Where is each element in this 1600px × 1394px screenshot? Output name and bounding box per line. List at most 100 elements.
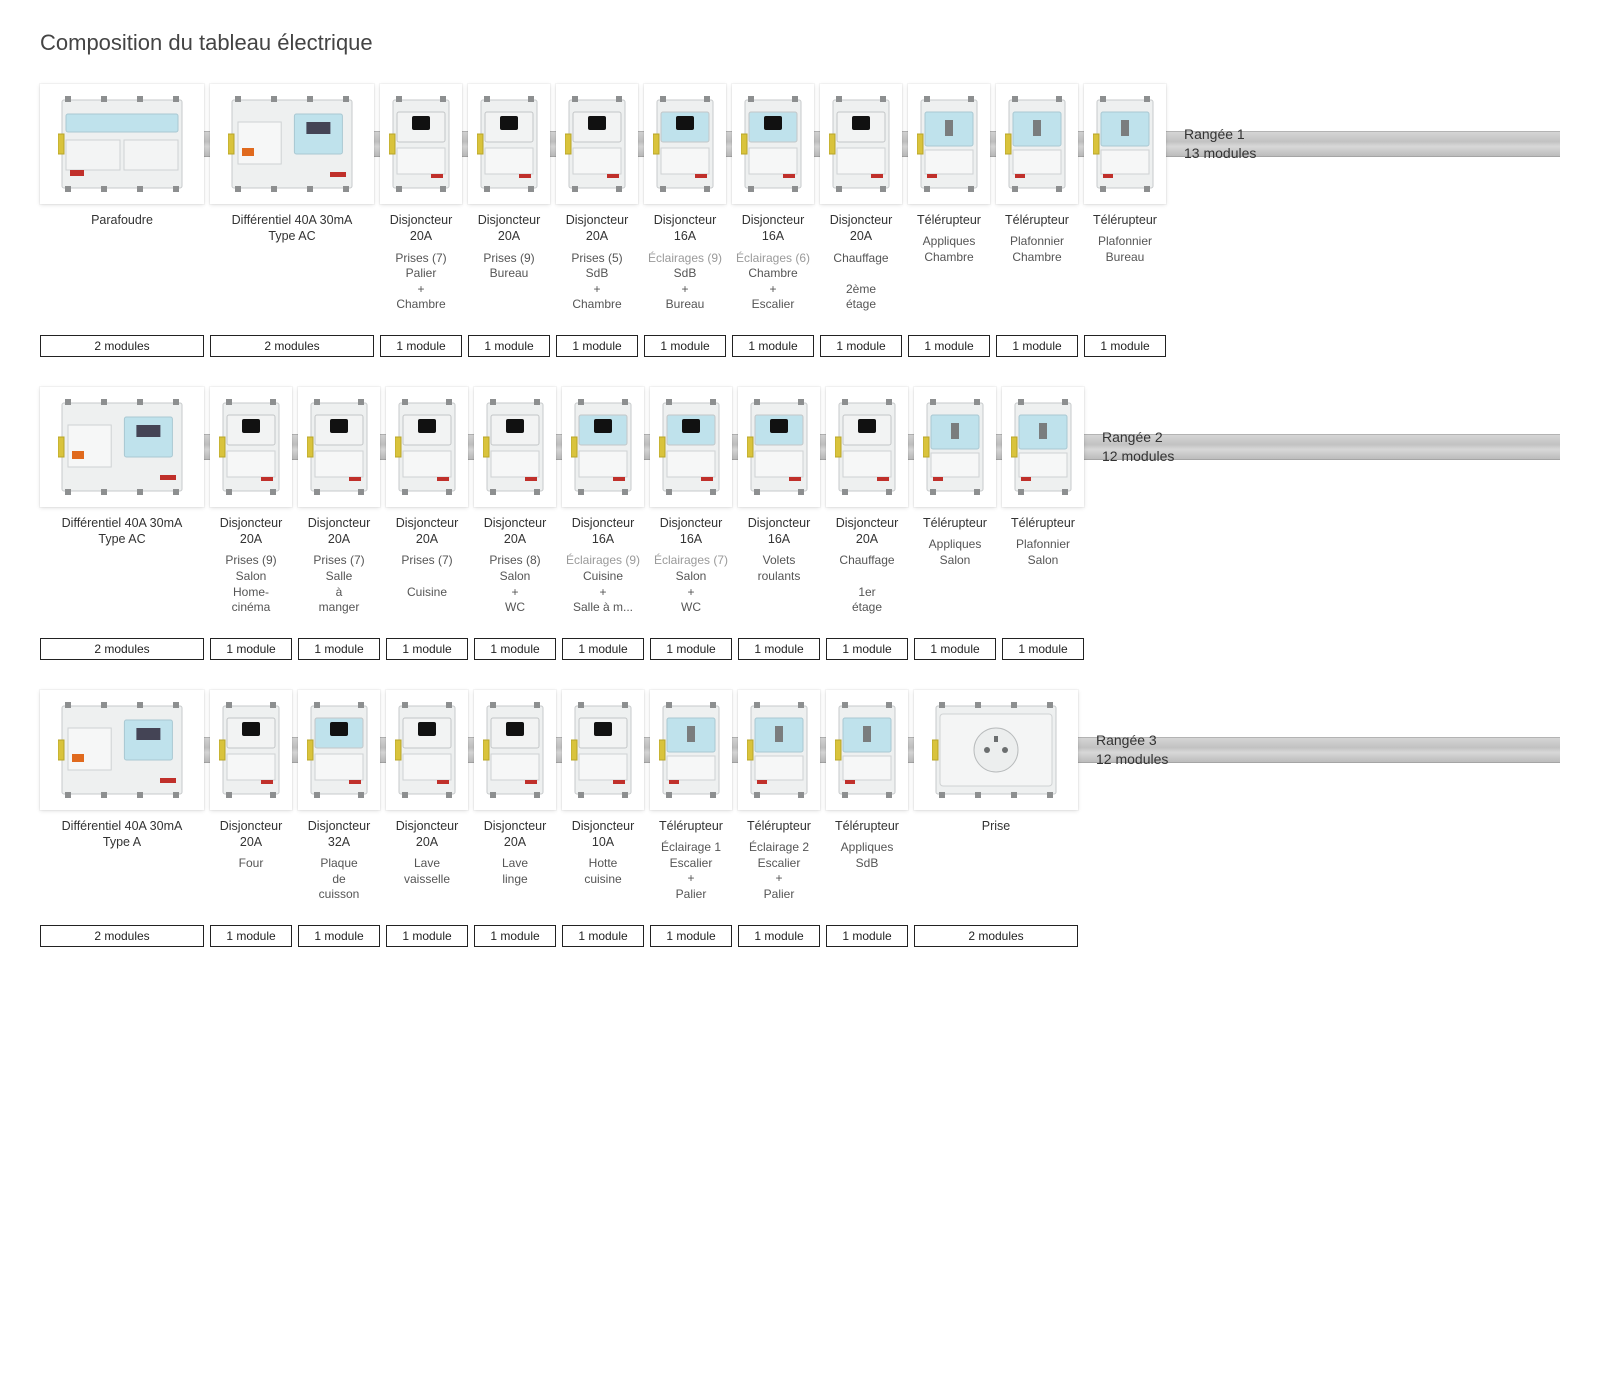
device-name: Disjoncteur20A — [826, 515, 908, 548]
device-sub: Éclairages (6)Chambre+Escalier — [732, 251, 814, 313]
module-size-box: 1 module — [386, 925, 468, 947]
device-sub: Chauffage 1erétage — [826, 553, 908, 615]
module-size-box: 1 module — [914, 638, 996, 660]
device-name: Disjoncteur16A — [644, 212, 726, 245]
device-sub: AppliquesChambre — [908, 234, 990, 265]
device-label: TélérupteurAppliquesSalon — [914, 515, 996, 616]
device-name: Disjoncteur20A — [556, 212, 638, 245]
device-sub: Prises (7)Salleàmanger — [298, 553, 380, 615]
device-sub: Four — [210, 856, 292, 872]
row-1: Rangée 113 modules Parafoudre Différentiel… — [40, 84, 1560, 357]
device-label: Différentiel 40A 30mAType A — [40, 818, 204, 903]
device-sub: Lavevaisselle — [386, 856, 468, 887]
row-label-count: 13 modules — [1184, 144, 1256, 163]
module-size-box: 1 module — [210, 638, 292, 660]
device-label: Disjoncteur16A Voletsroulants — [738, 515, 820, 616]
device-label: Disjoncteur16AÉclairages (9)SdB+Bureau — [644, 212, 726, 313]
module-size-box: 1 module — [738, 925, 820, 947]
module-size-box: 1 module — [298, 638, 380, 660]
device-label: Disjoncteur20A Four — [210, 818, 292, 903]
device-name: Télérupteur — [1002, 515, 1084, 531]
device-name: Disjoncteur20A — [468, 212, 550, 245]
device-disjoncteur — [210, 690, 292, 810]
module-size-box: 2 modules — [914, 925, 1078, 947]
device-name: Disjoncteur20A — [210, 818, 292, 851]
device-sub: Éclairage 1Escalier+Palier — [650, 840, 732, 902]
device-name: Disjoncteur10A — [562, 818, 644, 851]
device-name: Disjoncteur16A — [650, 515, 732, 548]
module-size-box: 1 module — [380, 335, 462, 357]
module-size-box: 1 module — [474, 638, 556, 660]
device-disjoncteur — [556, 84, 638, 204]
device-label: TélérupteurPlafonnierChambre — [996, 212, 1078, 313]
device-sub: PlafonnierSalon — [1002, 537, 1084, 568]
device-name: Disjoncteur16A — [732, 212, 814, 245]
device-sub: Voletsroulants — [738, 553, 820, 584]
device-label: Différentiel 40A 30mAType AC — [210, 212, 374, 313]
device-sub: Éclairages (9)Cuisine+Salle à m... — [562, 553, 644, 615]
device-name: Disjoncteur20A — [474, 515, 556, 548]
module-size-box: 2 modules — [40, 925, 204, 947]
device-sub: AppliquesSdB — [826, 840, 908, 871]
device-label: Disjoncteur16A Éclairages (9)Cuisine+Sall… — [562, 515, 644, 616]
device-disjoncteur — [298, 387, 380, 507]
device-disjoncteur — [820, 84, 902, 204]
module-size-box: 1 module — [1002, 638, 1084, 660]
device-label: Disjoncteur20A Prises (8)Salon+WC — [474, 515, 556, 616]
device-label: Disjoncteur16A Éclairages (7)Salon+WC — [650, 515, 732, 616]
device-name: Disjoncteur20A — [820, 212, 902, 245]
device-name: Disjoncteur16A — [562, 515, 644, 548]
device-disjoncteur — [386, 387, 468, 507]
device-disjoncteur_light — [732, 84, 814, 204]
device-label: Disjoncteur16A Éclairages (6)Chambre+Esca… — [732, 212, 814, 313]
device-name: Télérupteur — [826, 818, 908, 834]
device-name: Télérupteur — [914, 515, 996, 531]
device-disjoncteur — [468, 84, 550, 204]
device-sub: Chauffage 2èmeétage — [820, 251, 902, 313]
page-title: Composition du tableau électrique — [40, 30, 1560, 56]
module-size-box: 1 module — [556, 335, 638, 357]
row-3: Rangée 312 modules Différentiel 40A 30mAT… — [40, 690, 1560, 947]
device-telerupteur — [826, 690, 908, 810]
device-telerupteur — [650, 690, 732, 810]
device-telerupteur — [1002, 387, 1084, 507]
module-size-box: 1 module — [298, 925, 380, 947]
device-label: Disjoncteur20A Chauffage 2èmeétage — [820, 212, 902, 313]
module-size-box: 2 modules — [40, 335, 204, 357]
device-telerupteur — [738, 690, 820, 810]
row-label: Rangée 312 modules — [1096, 690, 1168, 810]
rows-container: Rangée 113 modules Parafoudre Différentiel… — [40, 84, 1560, 947]
module-size-box: 1 module — [644, 335, 726, 357]
row-label-count: 12 modules — [1102, 447, 1174, 466]
module-size-box: 1 module — [562, 925, 644, 947]
module-size-box: 2 modules — [40, 638, 204, 660]
device-name: Disjoncteur20A — [386, 515, 468, 548]
device-label: Disjoncteur20ALavevaisselle — [386, 818, 468, 903]
device-telerupteur — [914, 387, 996, 507]
device-name: Télérupteur — [908, 212, 990, 228]
device-disjoncteur — [474, 690, 556, 810]
module-size-box: 1 module — [908, 335, 990, 357]
row-label: Rangée 113 modules — [1184, 84, 1256, 204]
device-sub: Éclairages (7)Salon+WC — [650, 553, 732, 615]
device-disjoncteur — [210, 387, 292, 507]
device-sub: Hottecuisine — [562, 856, 644, 887]
device-name: Télérupteur — [650, 818, 732, 834]
device-disjoncteur_light — [644, 84, 726, 204]
device-disjoncteur — [380, 84, 462, 204]
device-sub: Lavelinge — [474, 856, 556, 887]
device-disjoncteur — [826, 387, 908, 507]
device-name: Télérupteur — [996, 212, 1078, 228]
device-label: Parafoudre — [40, 212, 204, 313]
device-label: TélérupteurÉclairage 2Escalier+Palier — [738, 818, 820, 903]
device-label: TélérupteurPlafonnierBureau — [1084, 212, 1166, 313]
device-label: Disjoncteur32APlaquedecuisson — [298, 818, 380, 903]
device-name: Parafoudre — [40, 212, 204, 228]
module-size-box: 1 module — [826, 925, 908, 947]
device-name: Disjoncteur16A — [738, 515, 820, 548]
device-sub: Prises (8)Salon+WC — [474, 553, 556, 615]
module-size-box: 1 module — [1084, 335, 1166, 357]
device-label: Télérupteur AppliquesSdB — [826, 818, 908, 903]
device-name: Disjoncteur20A — [474, 818, 556, 851]
device-label: Disjoncteur20A Lavelinge — [474, 818, 556, 903]
